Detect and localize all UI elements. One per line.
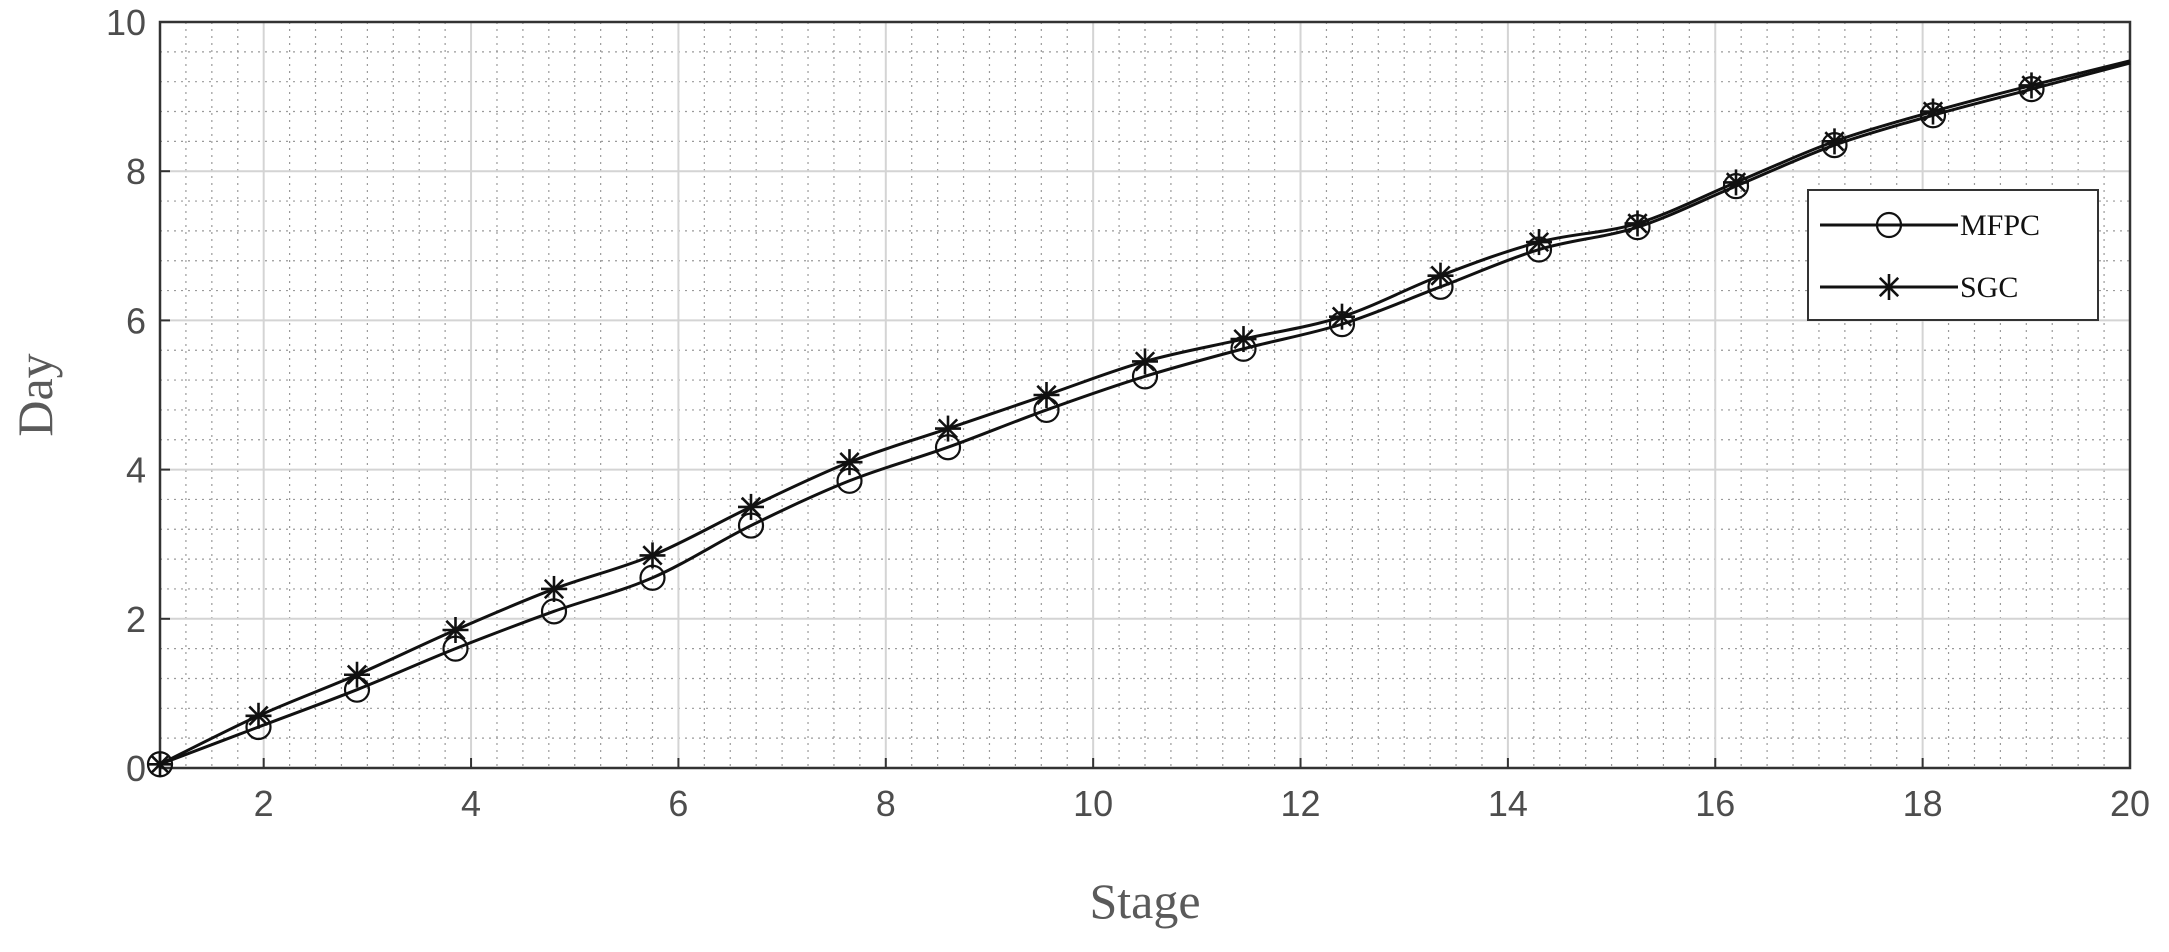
series-line	[159, 61, 2131, 766]
x-tick-label: 16	[1695, 783, 1735, 824]
star-marker	[344, 661, 370, 688]
star-marker-stroke	[1878, 276, 1900, 298]
star-marker-stroke	[740, 496, 762, 518]
legend-item-mfpc: MFPC	[1820, 209, 2040, 242]
x-tick-label: 10	[1073, 783, 1113, 824]
y-tick-label: 2	[126, 599, 146, 640]
plot-area-frame	[158, 20, 2132, 770]
star-marker	[639, 542, 666, 569]
y-tick-label: 8	[126, 151, 146, 192]
y-tick-label: 10	[106, 2, 146, 43]
series-line	[159, 59, 2131, 766]
star-marker	[1230, 326, 1257, 353]
legend-label: MFPC	[1960, 209, 2040, 242]
x-tick-label: 2	[254, 783, 274, 824]
star-marker-stroke	[1233, 328, 1254, 350]
star-marker	[1132, 348, 1158, 375]
star-marker	[541, 575, 567, 602]
star-marker-stroke	[1134, 351, 1156, 372]
star-marker	[1821, 128, 1848, 155]
star-marker-stroke	[642, 545, 663, 566]
y-tick-label: 0	[126, 748, 146, 789]
star-marker-stroke	[1824, 131, 1845, 152]
star-marker	[1723, 169, 1749, 196]
y-tick-label: 4	[126, 450, 146, 491]
x-axis-ticks: 2 4 6 8 10 12 14 16 18 20	[254, 758, 2150, 824]
legend-item-sgc: SGC	[1820, 271, 2018, 304]
star-marker	[1920, 98, 1946, 125]
star-marker	[1033, 382, 1060, 408]
star-marker	[1329, 303, 1355, 330]
legend: MFPC SGC	[1807, 189, 2099, 321]
star-marker	[935, 415, 961, 442]
star-marker	[738, 493, 764, 520]
x-tick-label: 18	[1903, 783, 1943, 824]
x-axis-title: Stage	[1089, 873, 1200, 929]
legend-box	[1807, 189, 2099, 321]
star-marker-stroke	[1036, 384, 1057, 406]
star-marker	[1427, 262, 1454, 289]
star-marker	[147, 751, 173, 778]
y-tick-label: 6	[126, 300, 146, 341]
star-marker	[1876, 274, 1902, 300]
y-axis-title: Day	[7, 353, 63, 436]
star-marker-stroke	[346, 664, 368, 685]
series-layer	[146, 59, 2131, 778]
circle-marker	[1875, 211, 1903, 239]
star-marker-stroke	[1922, 101, 1944, 122]
legend-label: SGC	[1960, 271, 2018, 304]
x-tick-label: 6	[668, 783, 688, 824]
series-sgc	[147, 59, 2131, 778]
star-marker-stroke	[445, 619, 466, 641]
star-marker	[2018, 72, 2045, 99]
x-tick-label: 20	[2110, 783, 2150, 824]
star-marker-stroke	[149, 754, 171, 775]
star-marker-stroke	[1430, 265, 1451, 286]
star-marker-stroke	[1331, 306, 1353, 327]
star-marker	[836, 449, 863, 476]
star-marker-stroke	[248, 705, 269, 726]
star-marker-stroke	[1528, 231, 1550, 253]
star-marker-stroke	[937, 418, 959, 439]
star-marker-stroke	[1725, 172, 1747, 193]
x-tick-label: 14	[1488, 783, 1528, 824]
star-marker	[1526, 229, 1552, 256]
major-grid	[160, 22, 2131, 768]
star-marker-stroke	[543, 578, 565, 600]
star-marker-stroke	[2021, 75, 2042, 96]
star-marker-stroke	[839, 452, 860, 473]
star-marker	[245, 702, 272, 729]
x-tick-label: 4	[461, 783, 481, 824]
star-marker-stroke	[1627, 213, 1648, 234]
x-tick-label: 12	[1281, 783, 1321, 824]
x-tick-label: 8	[876, 783, 896, 824]
star-marker	[1624, 210, 1651, 237]
star-marker	[442, 616, 469, 643]
y-axis-ticks: 0 2 4 6 8 10	[106, 2, 170, 789]
